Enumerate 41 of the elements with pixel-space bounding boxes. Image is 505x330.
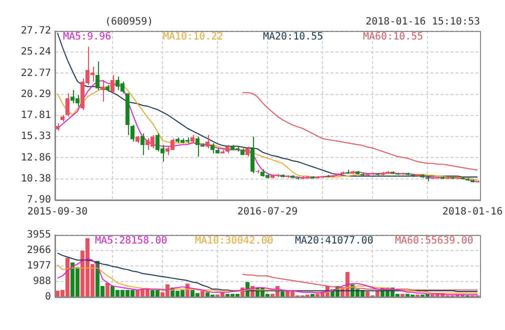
y-tick-label: 25.24 <box>20 46 51 58</box>
text: MA60:10.55 <box>363 32 424 43</box>
bar <box>106 282 110 296</box>
y-tick-label: 7.90 <box>26 194 51 206</box>
candlestick <box>130 124 134 142</box>
y-tick-label: 0 <box>44 292 51 303</box>
y-tick-label: 22.77 <box>20 68 51 79</box>
y-tick-label: 10.38 <box>20 173 51 184</box>
text: MA5:9.96 <box>63 32 112 43</box>
text: MA20:41077.00 <box>295 236 374 247</box>
text: MA10:30042.00 <box>195 236 274 247</box>
text: 2018-01-16 15:10:53 <box>366 16 480 28</box>
candlestick <box>100 79 104 102</box>
x-tick-label: 2015-09-30 <box>27 206 88 218</box>
candlestick <box>110 74 114 94</box>
y-tick-label: 2966 <box>26 245 51 256</box>
bar <box>200 290 204 296</box>
x-tick-label: 2018-01-16 <box>442 206 503 218</box>
y-tick-label: 20.29 <box>20 88 51 100</box>
bar <box>310 294 314 296</box>
candlestick <box>66 92 70 118</box>
candlestick <box>140 132 144 156</box>
candlestick <box>246 146 250 158</box>
x-tick-label: 2016-07-29 <box>237 206 298 218</box>
text: MA20:10.55 <box>263 32 324 43</box>
bar <box>280 292 284 296</box>
text: MA60:55639.00 <box>395 236 474 247</box>
y-tick-label: 27.72 <box>20 26 51 37</box>
series-label: MA5:28158.00 <box>95 236 168 247</box>
y-tick-label: 17.81 <box>20 110 51 122</box>
candlestick <box>250 136 254 174</box>
candlestick <box>96 61 100 91</box>
y-tick-label: 988 <box>32 276 51 288</box>
y-tick-label: 3955 <box>26 230 51 241</box>
y-tick-label: 15.33 <box>20 131 51 142</box>
candlestick <box>206 134 210 149</box>
y-tick-label: 1977 <box>26 260 51 272</box>
y-tick-label: 12.86 <box>20 152 51 164</box>
bar <box>400 294 404 296</box>
chart-title: (600959) <box>105 16 154 28</box>
text: MA10:10.22 <box>163 32 224 43</box>
